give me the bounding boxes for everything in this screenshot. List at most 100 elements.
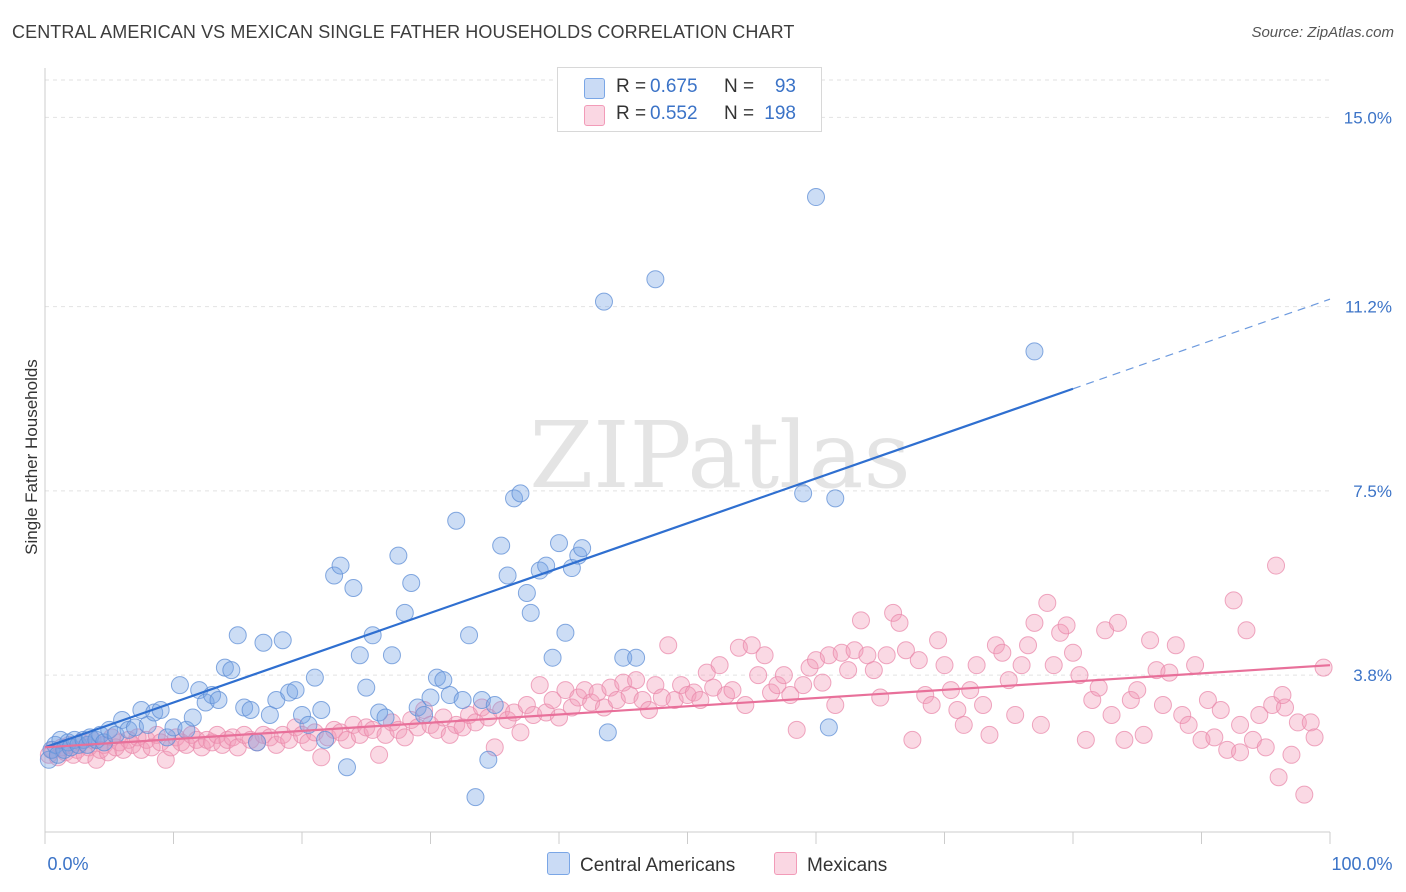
data-point <box>896 641 915 660</box>
legend-row-central-americans: R = 0.675 N = 93 <box>558 76 821 100</box>
data-point <box>382 646 401 665</box>
x-tick-label-max: 100.0% <box>1331 854 1392 874</box>
chart-source: Source: ZipAtlas.com <box>1251 24 1394 41</box>
data-point <box>1076 730 1095 749</box>
data-point <box>537 556 556 575</box>
data-point <box>316 730 335 749</box>
data-point <box>254 633 273 652</box>
y-tick-label: 15.0% <box>1344 108 1392 127</box>
data-point <box>460 626 479 645</box>
data-point <box>434 671 453 690</box>
data-point <box>312 700 331 719</box>
data-point <box>543 648 562 667</box>
data-point <box>1237 621 1256 640</box>
data-point <box>1089 678 1108 697</box>
data-point <box>158 728 177 747</box>
data-point <box>858 646 877 665</box>
data-point <box>794 676 813 695</box>
data-point <box>1108 613 1127 632</box>
watermark: ZIPatlas <box>529 402 910 509</box>
chart-title: CENTRAL AMERICAN VS MEXICAN SINGLE FATHE… <box>12 22 795 42</box>
data-point <box>819 718 838 737</box>
y-tick-label: 3.8% <box>1353 666 1392 685</box>
y-tick-labels: 3.8% 7.5% 11.2% 15.0% <box>1344 108 1392 685</box>
data-point <box>598 723 617 742</box>
data-point <box>241 700 260 719</box>
data-point <box>929 631 948 650</box>
legend-r-label: R = <box>616 76 647 97</box>
data-point <box>511 484 530 503</box>
data-point <box>228 626 247 645</box>
y-axis-label: Single Father Households <box>22 359 41 555</box>
y-tick-label: 7.5% <box>1353 482 1392 501</box>
data-point <box>909 651 928 670</box>
data-point <box>1141 631 1160 650</box>
data-point <box>209 691 228 710</box>
data-point <box>305 668 324 687</box>
data-point <box>1198 691 1217 710</box>
data-point <box>749 666 768 685</box>
data-point <box>1205 728 1224 747</box>
data-point <box>1269 768 1288 787</box>
data-point <box>562 698 581 717</box>
data-point <box>223 728 242 747</box>
data-point <box>864 661 883 680</box>
data-point <box>1038 593 1057 612</box>
data-point <box>395 728 414 747</box>
axes <box>44 68 1331 844</box>
legend-r-value: 0.675 <box>650 76 698 97</box>
data-point <box>1121 691 1140 710</box>
data-point <box>517 696 536 715</box>
data-point <box>177 735 196 754</box>
data-point <box>344 578 363 597</box>
data-point <box>903 730 922 749</box>
bottom-legend-mexicans: Mexicans <box>774 852 887 877</box>
trend-line-extension <box>1072 298 1331 390</box>
data-point <box>794 484 813 503</box>
data-point <box>1044 656 1063 675</box>
data-point <box>871 688 890 707</box>
data-point <box>408 698 427 717</box>
data-point <box>980 725 999 744</box>
data-point <box>1006 705 1025 724</box>
data-point <box>1051 623 1070 642</box>
data-point <box>826 696 845 715</box>
data-point <box>1102 705 1121 724</box>
bottom-legend-label: Central Americans <box>580 855 736 876</box>
data-point <box>248 733 267 752</box>
data-point <box>890 613 909 632</box>
data-point <box>1288 713 1307 732</box>
data-point <box>774 666 793 685</box>
trend-line-central-americans <box>44 387 1074 749</box>
data-point <box>1273 686 1292 705</box>
bottom-legend-swatch <box>547 852 570 875</box>
legend-r-value: 0.552 <box>650 103 698 124</box>
data-point <box>1224 591 1243 610</box>
data-point <box>286 681 305 700</box>
data-point <box>1231 715 1250 734</box>
data-point <box>1211 700 1230 719</box>
legend-n-label: N = <box>724 103 755 124</box>
data-point <box>273 631 292 650</box>
data-point <box>986 636 1005 655</box>
data-point <box>1115 730 1134 749</box>
data-point <box>573 539 592 558</box>
data-point <box>1295 785 1314 804</box>
data-point <box>1166 636 1185 655</box>
data-point <box>325 566 344 585</box>
data-point <box>659 636 678 655</box>
data-point <box>768 676 787 695</box>
data-point <box>530 676 549 695</box>
legend-n-value: 93 <box>774 76 796 97</box>
data-point <box>260 705 279 724</box>
data-point <box>521 603 540 622</box>
data-point <box>1025 342 1044 361</box>
data-point <box>826 489 845 508</box>
data-point <box>884 603 903 622</box>
data-point <box>222 661 241 680</box>
legend-swatch-central-americans <box>584 78 605 99</box>
data-point <box>370 745 389 764</box>
data-point <box>415 705 434 724</box>
data-point <box>1179 715 1198 734</box>
data-point <box>954 715 973 734</box>
